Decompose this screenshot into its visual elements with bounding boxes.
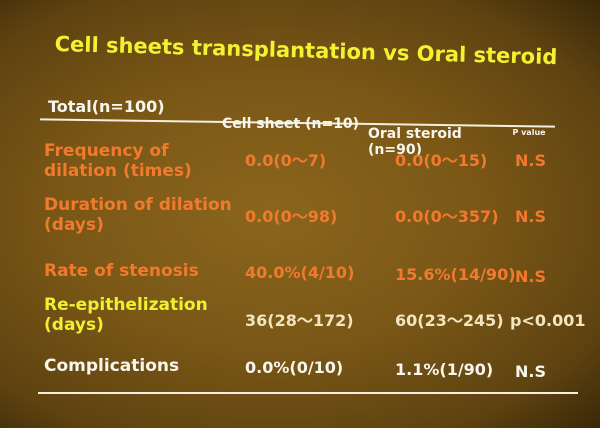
column-header: Cell sheet (n=10) xyxy=(222,116,360,132)
column-header: Oral steroid (n=90) xyxy=(368,126,462,159)
cell-value: N.S xyxy=(515,207,546,226)
row-label: Complications xyxy=(44,356,180,376)
cell-value: N.S xyxy=(515,362,546,381)
column-header: Total(n=100) xyxy=(48,97,165,116)
cell-value: 40.0%(4/10) xyxy=(245,263,355,282)
row-label: Rate of stenosis xyxy=(44,261,199,281)
cell-value: 0.0(0〜357) xyxy=(395,207,499,226)
row-label: Duration of dilation (days) xyxy=(44,195,232,235)
bottom-rule xyxy=(38,392,578,394)
cell-value: 1.1%(1/90) xyxy=(395,360,494,379)
cell-value: N.S xyxy=(515,151,546,170)
row-label: Frequency of dilation (times) xyxy=(44,141,192,181)
cell-value: 36(28〜172) xyxy=(245,311,354,330)
cell-value: 0.0%(0/10) xyxy=(245,358,344,377)
cell-value: 0.0(0〜98) xyxy=(245,207,338,226)
cell-value: 0.0(0〜15) xyxy=(395,151,488,170)
slide-title: Cell sheets transplantation vs Oral ster… xyxy=(54,32,558,70)
cell-value: N.S xyxy=(515,267,546,286)
row-label: Re-epithelization (days) xyxy=(44,295,208,335)
cell-value: 0.0(0〜7) xyxy=(245,151,327,170)
cell-value: p<0.001 xyxy=(510,311,586,330)
cell-value: 15.6%(14/90) xyxy=(395,265,516,284)
column-header: P value xyxy=(512,128,546,137)
cell-value: 60(23〜245) xyxy=(395,311,504,330)
